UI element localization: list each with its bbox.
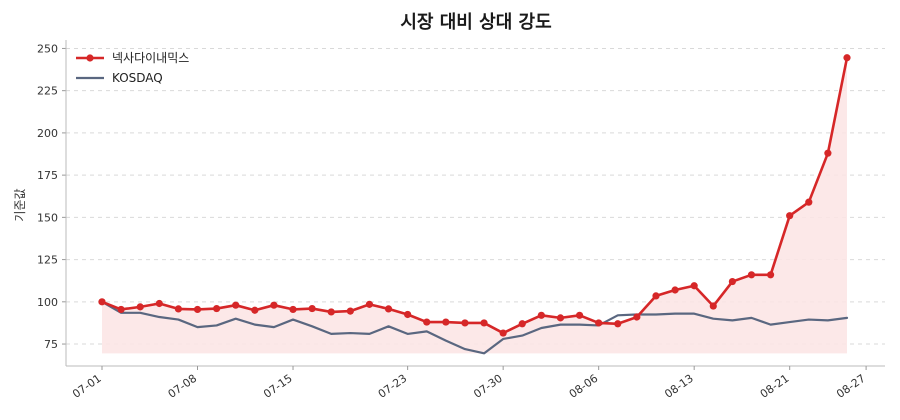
legend: 넥사다이내믹스 KOSDAQ [76, 51, 189, 85]
stock-point [98, 298, 106, 306]
stock-point [327, 308, 335, 316]
stock-point [709, 302, 717, 310]
stock-point [786, 212, 794, 220]
stock-point [384, 305, 393, 313]
stock-point [575, 311, 584, 319]
chart-title: 시장 대비 상대 강도 [400, 12, 551, 33]
series-layer [98, 54, 851, 355]
stock-point [423, 318, 431, 326]
stock-point [824, 149, 832, 157]
stock-point [117, 305, 125, 314]
stock-point [633, 313, 641, 321]
y-tick-label: 150 [37, 211, 58, 224]
x-tick-label: 07-30 [471, 372, 505, 401]
x-tick-label: 08-06 [567, 372, 601, 401]
x-tick-label: 07-01 [70, 372, 104, 401]
y-tick-label: 250 [37, 42, 58, 55]
x-tick-label: 08-21 [758, 372, 792, 401]
stock-point [251, 306, 259, 314]
stock-point [671, 286, 679, 294]
x-tick-label: 07-23 [376, 372, 410, 401]
legend-label: KOSDAQ [112, 71, 163, 85]
stock-point [652, 292, 660, 300]
stock-point [442, 318, 450, 326]
stock-point [193, 305, 202, 314]
stock-point [308, 304, 316, 313]
stock-point [480, 319, 488, 327]
legend-label: 넥사다이내믹스 [112, 51, 189, 65]
stock-point [213, 304, 221, 313]
stock-point [556, 314, 565, 322]
stock-point [614, 320, 622, 328]
stock-line [100, 56, 849, 335]
stock-point [461, 319, 469, 327]
stock-point [270, 301, 278, 309]
y-tick-label: 200 [37, 127, 58, 140]
stock-point [747, 271, 756, 279]
stock-point [155, 299, 163, 308]
y-tick-label: 225 [37, 85, 58, 98]
y-tick-label: 175 [37, 169, 58, 182]
x-tick-label: 08-27 [834, 372, 868, 401]
legend-marker [86, 54, 94, 62]
stock-point [404, 310, 412, 319]
stock-point [690, 282, 698, 290]
grid-layer [66, 47, 885, 345]
y-tick-label: 125 [37, 254, 58, 267]
stock-point [518, 320, 526, 328]
y-tick-label: 75 [44, 338, 58, 351]
x-tick-label: 08-13 [662, 372, 696, 401]
kosdaq-line [100, 300, 849, 355]
x-tick-label: 07-15 [261, 372, 295, 401]
stock-point [499, 329, 507, 337]
stock-point [766, 271, 775, 279]
stock-point [843, 54, 851, 62]
stock-point [595, 319, 603, 327]
y-tick-label: 100 [37, 296, 58, 309]
axis-layer: 75 100 125 150 175 200 225 250 07-01 07-08 07-15 07… [37, 40, 885, 401]
stock-point [537, 311, 545, 319]
x-tick-label: 07-08 [166, 372, 200, 401]
stock-point [289, 305, 297, 314]
stock-point [728, 277, 736, 286]
stock-point [232, 301, 240, 309]
stock-point [174, 305, 183, 313]
y-axis-title: 기준값 [13, 188, 27, 221]
stock-point [365, 300, 374, 308]
stock-point [805, 198, 813, 206]
stock-point [346, 307, 354, 315]
stock-point [136, 303, 144, 311]
